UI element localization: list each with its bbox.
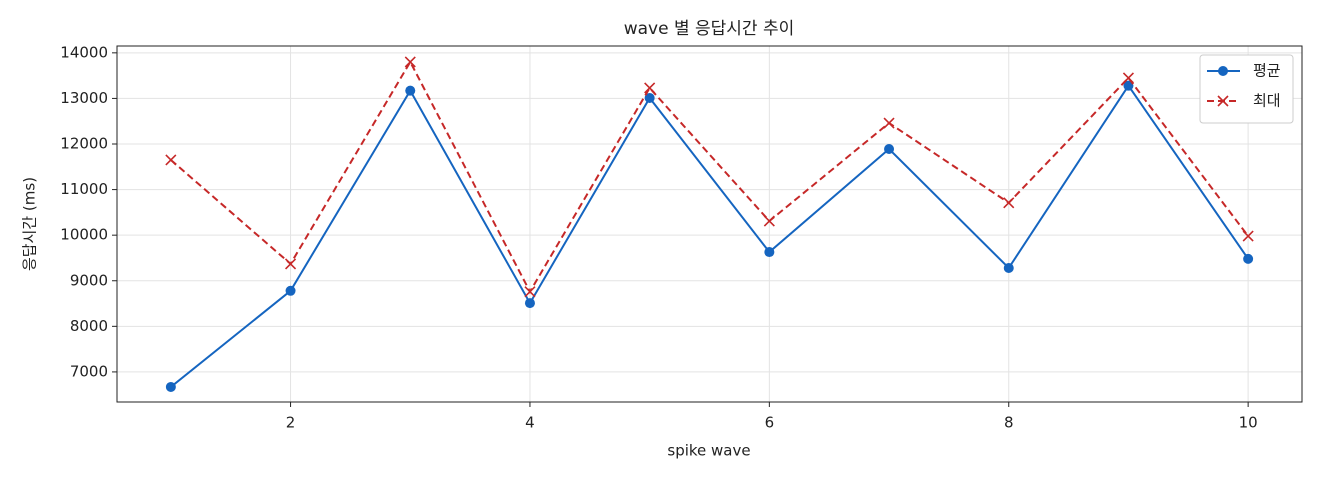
y-tick-label: 9000 — [70, 271, 108, 289]
data-point — [405, 85, 416, 96]
chart-title: wave 별 응답시간 추이 — [624, 19, 795, 39]
legend-marker — [1218, 66, 1228, 76]
data-point — [644, 82, 656, 94]
data-point — [404, 56, 416, 68]
data-point — [883, 117, 895, 129]
data-point — [1243, 253, 1254, 264]
data-point — [1122, 72, 1135, 84]
data-point — [165, 154, 177, 166]
y-tick-label: 10000 — [60, 226, 108, 244]
legend-marker — [1217, 95, 1229, 107]
x-tick-label: 6 — [765, 414, 775, 432]
data-point — [285, 285, 296, 296]
x-tick-label: 4 — [525, 414, 535, 432]
data-point — [524, 298, 535, 309]
y-tick-label: 8000 — [70, 317, 108, 335]
data-point — [764, 247, 775, 258]
data-point — [1242, 230, 1254, 242]
data-point — [884, 144, 895, 155]
data-point — [1003, 262, 1014, 273]
y-tick-label: 7000 — [70, 362, 108, 380]
x-axis-label: spike wave — [667, 442, 750, 460]
plot-frame — [116, 45, 1303, 403]
data-point — [763, 215, 775, 227]
data-point — [644, 92, 655, 103]
y-tick-label: 13000 — [60, 89, 108, 107]
legend-label: 최대 — [1253, 92, 1281, 110]
y-tick-label: 14000 — [60, 43, 108, 61]
data-point — [524, 286, 536, 298]
data-point — [1123, 80, 1134, 91]
y-tick-label: 11000 — [60, 180, 108, 198]
x-tick-label: 10 — [1239, 414, 1258, 432]
data-point — [1003, 197, 1015, 209]
series-line — [170, 83, 1249, 388]
legend-label: 평균 — [1253, 62, 1281, 80]
y-axis-label: 응답시간 (ms) — [21, 177, 39, 271]
x-tick-label: 8 — [1004, 414, 1014, 432]
data-point — [165, 381, 176, 392]
data-point — [284, 258, 297, 270]
x-tick-label: 2 — [286, 414, 296, 432]
y-tick-label: 12000 — [60, 135, 108, 153]
series-line — [170, 59, 1249, 294]
